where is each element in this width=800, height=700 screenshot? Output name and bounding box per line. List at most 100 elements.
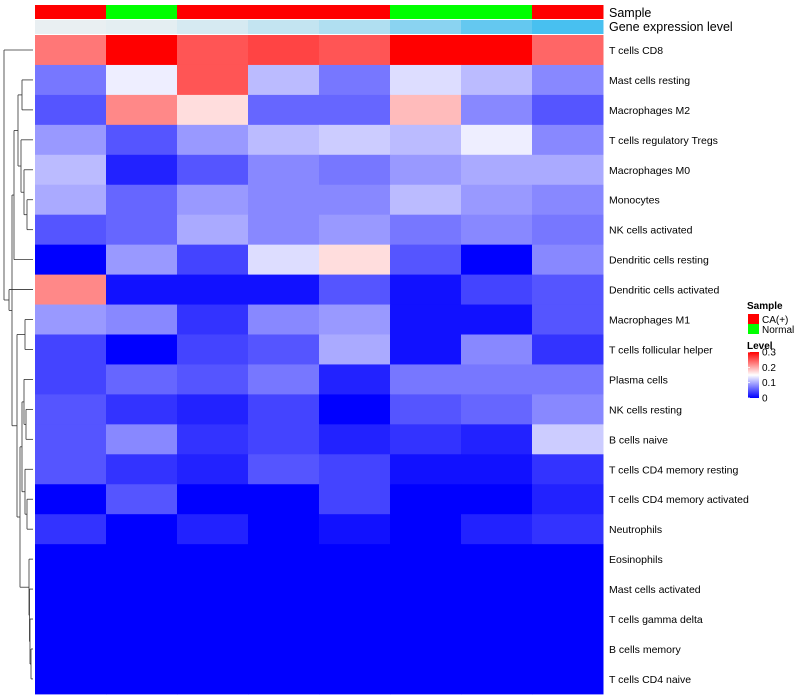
heatmap-cell — [106, 35, 178, 66]
heatmap-cell — [319, 454, 391, 485]
sample-annotation-cell — [461, 5, 533, 19]
sample-annotation-cell — [106, 5, 178, 19]
row-label: Plasma cells — [609, 374, 668, 386]
heatmap-cell — [461, 514, 533, 545]
heatmap-cell — [177, 484, 249, 515]
heatmap-cell — [177, 604, 249, 635]
heatmap-cell — [177, 514, 249, 545]
row-label: T cells regulatory Tregs — [609, 135, 718, 147]
heatmap-cell — [177, 574, 249, 605]
heatmap-cell — [177, 544, 249, 575]
heatmap-cell — [532, 544, 604, 575]
row-dendrogram — [3, 49, 33, 680]
heatmap-cell — [35, 124, 107, 156]
heatmap-cell — [177, 64, 249, 96]
heatmap-cell — [532, 484, 604, 515]
heatmap-cell — [532, 334, 604, 365]
heatmap-cell — [461, 364, 533, 395]
sample-track-label: Sample — [609, 6, 651, 20]
heatmap-cell — [248, 394, 320, 425]
heatmap-cell — [106, 274, 178, 306]
heatmap-cell — [177, 634, 249, 665]
heatmap-cell — [248, 184, 320, 216]
heatmap-cell — [390, 334, 462, 365]
heatmap-cell — [319, 484, 391, 515]
heatmap-cell — [177, 424, 249, 455]
heatmap-cell — [106, 184, 178, 216]
sample-annotation-cell — [390, 5, 462, 19]
heatmap-cell — [461, 574, 533, 605]
heatmap-cell — [532, 304, 604, 335]
legend-level-tick-label: 0.2 — [762, 363, 776, 374]
row-label: Macrophages M0 — [609, 165, 690, 177]
row-label: T cells CD8 — [609, 45, 663, 57]
legend-level-tick-label: 0.1 — [762, 378, 776, 389]
heatmap-cell — [248, 274, 320, 306]
heatmap-cell — [248, 64, 320, 96]
row-label: B cells memory — [609, 644, 682, 656]
heatmap-cell — [319, 94, 391, 126]
heatmap-cell — [390, 184, 462, 216]
heatmap-cell — [461, 124, 533, 156]
gene-expression-annotation-cell — [390, 20, 462, 34]
heatmap-cell — [106, 634, 178, 665]
heatmap-cell — [461, 304, 533, 335]
heatmap-cell — [248, 154, 320, 186]
heatmap-cell — [248, 94, 320, 126]
heatmap-cell — [177, 364, 249, 395]
heatmap-cell — [35, 214, 107, 246]
gene-expression-track-label: Gene expression level — [609, 20, 733, 34]
row-label: Eosinophils — [609, 554, 663, 566]
heatmap-cell — [106, 604, 178, 635]
heatmap-cell — [532, 35, 604, 66]
row-label: Macrophages M2 — [609, 105, 690, 117]
heatmap-cell — [106, 484, 178, 515]
row-labels: T cells CD8 Mast cells resting Macrophages… — [609, 45, 749, 686]
legend-level-tick-label: 0.3 — [762, 348, 776, 359]
row-label: T cells CD4 naive — [609, 674, 691, 686]
heatmap-cell — [319, 244, 391, 276]
heatmap-cell — [532, 274, 604, 306]
heatmap-cell — [106, 304, 178, 335]
heatmap-cell — [532, 574, 604, 605]
sample-annotation-cell — [532, 5, 604, 19]
heatmap-cell — [532, 454, 604, 485]
heatmap-cell — [319, 334, 391, 365]
heatmap-cell — [319, 574, 391, 605]
heatmap-cell — [390, 274, 462, 306]
heatmap-cell — [106, 214, 178, 246]
heatmap-cell — [390, 484, 462, 515]
heatmap-cell — [532, 244, 604, 276]
row-label: Dendritic cells resting — [609, 255, 709, 267]
heatmap-cell — [35, 244, 107, 276]
legend-level-title: Level — [747, 341, 773, 352]
heatmap-cell — [390, 35, 462, 66]
heatmap-cell — [461, 244, 533, 276]
heatmap-cell — [532, 663, 604, 695]
heatmap-cell — [461, 35, 533, 66]
legend-level-colorbar — [748, 352, 759, 398]
heatmap-cell — [35, 394, 107, 425]
heatmap-cell — [106, 424, 178, 455]
gene-expression-annotation-cell — [35, 20, 107, 34]
heatmap-cell — [461, 184, 533, 216]
heatmap-cell — [390, 394, 462, 425]
heatmap-cell — [35, 364, 107, 395]
heatmap-cell — [390, 663, 462, 695]
heatmap-cell — [248, 634, 320, 665]
heatmap-cell — [106, 64, 178, 96]
heatmap-cell — [390, 94, 462, 126]
heatmap-cell — [319, 274, 391, 306]
heatmap-cell — [532, 514, 604, 545]
heatmap-cell — [461, 454, 533, 485]
heatmap-cell — [106, 454, 178, 485]
heatmap-cell — [35, 184, 107, 216]
gene-expression-annotation-cell — [248, 20, 320, 34]
heatmap-cell — [106, 574, 178, 605]
heatmap-cell — [461, 484, 533, 515]
heatmap-cell — [390, 64, 462, 96]
heatmap-cell — [35, 94, 107, 126]
heatmap-cell — [35, 484, 107, 515]
heatmap-cell — [319, 394, 391, 425]
heatmap-cell — [35, 663, 107, 695]
